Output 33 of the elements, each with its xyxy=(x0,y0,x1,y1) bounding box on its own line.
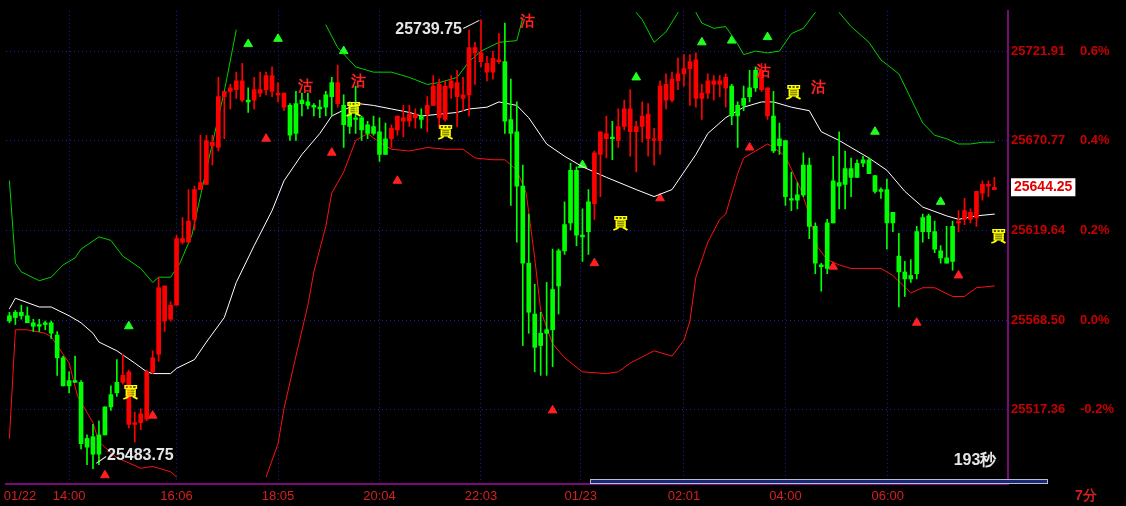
annotation: 買 xyxy=(989,227,1006,245)
y2-tick-label: 0.2% xyxy=(1080,222,1111,238)
annotation: 25739.75 xyxy=(395,20,463,38)
y-tick-label: 25721.91 xyxy=(1011,42,1066,58)
x-tick-label: 14:00 xyxy=(52,488,86,504)
x-tick-label: 20:04 xyxy=(363,488,396,504)
x-tick-label: 18:05 xyxy=(261,488,295,504)
annotation: 沽 xyxy=(809,78,826,96)
y2-tick-label: -0.2% xyxy=(1080,401,1115,417)
y2-tick-label: 0.6% xyxy=(1080,42,1111,58)
annotation: 沽 xyxy=(349,72,366,90)
y2-tick-label: 0.4% xyxy=(1080,132,1111,148)
y-tick-label: 25619.64 xyxy=(1011,222,1066,238)
x-tick-label: 01/23 xyxy=(564,488,598,504)
x-tick-label: 16:06 xyxy=(160,488,193,504)
annotation: 買 xyxy=(611,214,628,232)
x-tick-label: 06:00 xyxy=(871,488,905,504)
text: 7分 xyxy=(1075,486,1098,503)
annotation: 193秒 xyxy=(953,451,998,469)
annotation: 沽 xyxy=(518,12,535,30)
y2-tick-label: 0.0% xyxy=(1080,311,1111,327)
y-tick-label: 25568.50 xyxy=(1011,311,1066,327)
y-tick-label: 25670.77 xyxy=(1011,132,1066,148)
annotation: 買 xyxy=(436,123,453,141)
x-tick-label: 22:03 xyxy=(464,488,498,504)
x-tick-label: 02:01 xyxy=(667,488,701,504)
candlestick xyxy=(102,406,108,436)
annotation: 沽 xyxy=(296,77,313,95)
x-tick-label: 04:00 xyxy=(769,488,802,504)
annotation: 買 xyxy=(784,83,801,101)
text: 01/22 xyxy=(3,487,37,503)
annotation: 25644.25 xyxy=(1014,178,1073,195)
y-tick-label: 25517.36 xyxy=(1011,401,1066,417)
